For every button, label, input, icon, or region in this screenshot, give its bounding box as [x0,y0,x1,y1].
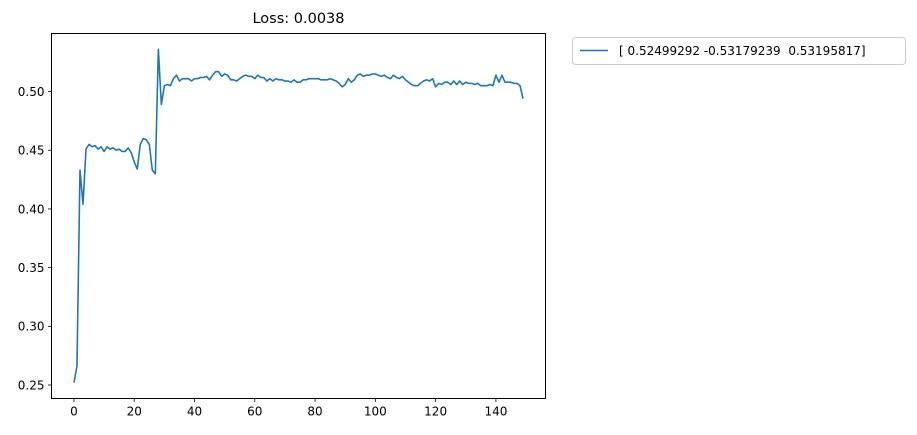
x-tick-label: 60 [247,405,262,419]
axes-frame [51,33,546,399]
y-tick-label: 0.25 [18,378,45,392]
y-tick-label: 0.40 [18,202,45,216]
legend-box [572,37,906,65]
x-tick-label: 20 [127,405,142,419]
y-tick-label: 0.30 [18,320,45,334]
plot-area [73,48,524,383]
x-tick-label: 140 [484,405,507,419]
x-tick-label: 120 [424,405,447,419]
y-tick-label: 0.50 [18,85,45,99]
chart-title: Loss: 0.0038 [252,11,344,27]
y-tick-label: 0.45 [18,144,45,158]
y-tick-label: 0.35 [18,261,45,275]
legend: [ 0.52499292 -0.53179239 0.53195817] [572,37,906,65]
x-axis: 0 20 40 60 80 100 120 140 [70,398,507,419]
x-tick-label: 0 [70,405,78,419]
x-tick-label: 100 [364,405,387,419]
series-line [73,48,524,383]
x-tick-label: 80 [307,405,322,419]
x-tick-label: 40 [187,405,202,419]
legend-entry-label: [ 0.52499292 -0.53179239 0.53195817] [619,44,866,58]
y-axis: 0.25 0.30 0.35 0.40 0.45 0.50 [18,85,52,392]
